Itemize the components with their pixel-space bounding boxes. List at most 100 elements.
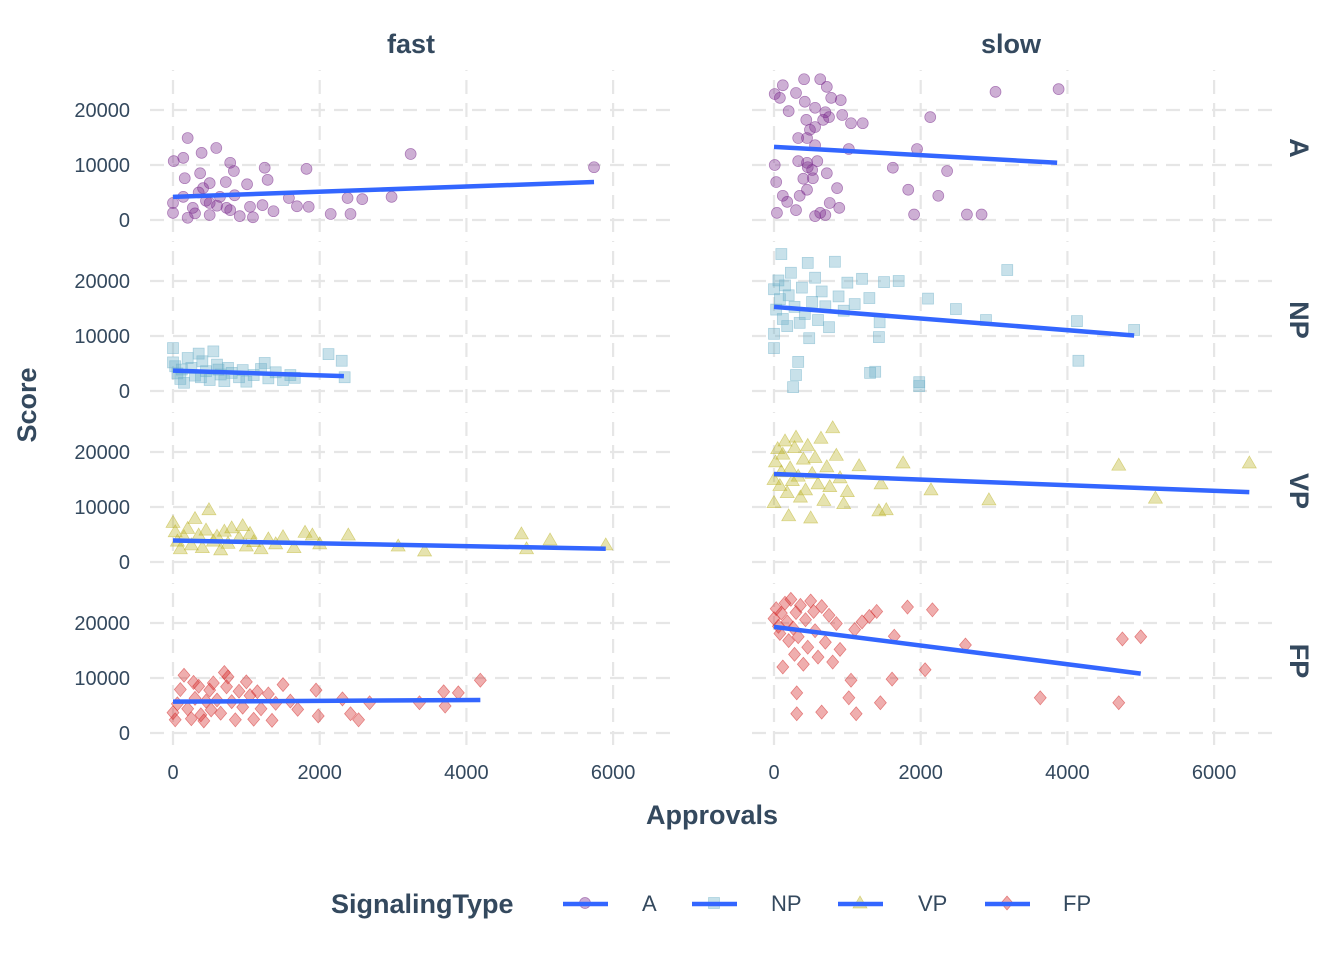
data-point-FP-slow xyxy=(796,656,810,672)
data-point-A-slow xyxy=(814,207,827,219)
data-point-FP-fast xyxy=(221,669,235,685)
legend-label-A: A xyxy=(642,891,657,916)
data-point-VP-slow xyxy=(795,451,811,465)
data-point-NP-fast xyxy=(335,354,348,367)
data-point-NP-slow xyxy=(779,279,791,292)
y-tick-label: 0 xyxy=(119,552,130,574)
data-point-FP-fast xyxy=(236,699,250,715)
data-point-VP-fast xyxy=(167,524,183,538)
data-point-FP-fast xyxy=(220,679,234,695)
y-tick-label: 20000 xyxy=(74,442,130,464)
data-point-VP-fast xyxy=(235,518,251,532)
data-point-VP-slow xyxy=(1147,490,1164,504)
y-tick-labels: 0 10000 20000 0 10000 20000 0 10000 20000 0 10000 2… xyxy=(74,100,130,745)
data-point-A-slow xyxy=(820,81,833,93)
data-point-A-fast xyxy=(256,199,269,211)
trend-line-A-slow xyxy=(773,144,1058,166)
data-point-FP-fast xyxy=(247,711,261,727)
data-point-VP-slow xyxy=(819,459,835,473)
data-point-NP-slow xyxy=(806,296,818,308)
data-point-FP-slow xyxy=(791,629,805,645)
data-point-A-slow xyxy=(932,189,945,202)
data-point-FP-slow xyxy=(925,602,939,618)
y-tick-label: 20000 xyxy=(74,613,130,635)
data-point-A-fast xyxy=(267,205,280,218)
data-point-VP-fast xyxy=(340,527,356,541)
data-point-A-fast xyxy=(385,191,398,203)
data-point-FP-slow xyxy=(784,591,798,607)
data-point-VP-fast xyxy=(213,542,229,556)
data-point-NP-fast xyxy=(207,345,220,358)
data-point-FP-fast xyxy=(291,701,305,717)
data-point-FP-slow xyxy=(918,662,932,678)
data-point-A-slow xyxy=(782,105,795,117)
data-point-A-fast xyxy=(195,147,208,159)
facet-strip-FP: FP xyxy=(1284,644,1314,679)
data-point-FP-fast xyxy=(206,675,220,691)
data-point-A-slow xyxy=(908,208,920,221)
data-point-A-fast xyxy=(341,192,354,204)
data-point-A-slow xyxy=(806,164,818,176)
data-point-VP-slow xyxy=(1111,457,1127,471)
data-point-FP-fast xyxy=(261,686,275,702)
data-point-A-slow xyxy=(798,73,810,86)
data-point-A-fast xyxy=(261,174,274,186)
data-point-FP-slow xyxy=(778,595,792,611)
data-point-FP-fast xyxy=(438,698,452,714)
data-point-NP-fast xyxy=(212,363,225,376)
data-point-NP-fast xyxy=(258,357,271,369)
data-point-A-fast xyxy=(194,167,206,180)
data-point-A-slow xyxy=(807,172,819,185)
data-point-VP-slow xyxy=(878,502,894,516)
data-point-FP-fast xyxy=(203,682,217,698)
data-point-FP-slow xyxy=(789,605,803,621)
data-point-A-fast xyxy=(244,200,256,213)
data-point-A-slow xyxy=(800,114,813,126)
data-point-VP-slow xyxy=(786,439,803,453)
y-tick-label: 10000 xyxy=(74,668,130,690)
data-point-VP-slow xyxy=(822,478,838,492)
data-point-A-slow xyxy=(809,101,821,114)
data-point-A-fast xyxy=(588,161,600,174)
data-point-A-fast xyxy=(181,211,194,224)
data-point-A-slow xyxy=(797,172,810,185)
data-point-FP-slow xyxy=(873,695,887,711)
data-point-NP-slow xyxy=(803,332,816,345)
x-tick-label: 6000 xyxy=(1192,762,1237,784)
data-point-NP-fast xyxy=(288,371,301,384)
data-point-A-fast xyxy=(224,204,237,216)
data-point-FP-fast xyxy=(451,685,465,701)
data-point-A-slow xyxy=(809,121,821,133)
data-point-VP-slow xyxy=(836,496,852,510)
data-point-A-slow xyxy=(820,167,833,180)
data-point-VP-slow xyxy=(851,458,867,472)
data-point-A-fast xyxy=(302,200,315,213)
data-point-FP-slow xyxy=(842,690,856,706)
data-point-NP-slow xyxy=(832,290,845,303)
data-point-NP-slow xyxy=(768,342,780,354)
data-point-NP-slow xyxy=(829,255,841,268)
data-point-A-slow xyxy=(801,132,813,144)
legend: SignalingType A NP VP FP xyxy=(331,889,1091,919)
data-point-VP-fast xyxy=(238,538,254,552)
data-point-A-slow xyxy=(790,87,802,99)
data-point-FP-fast xyxy=(265,712,279,728)
data-point-VP-fast xyxy=(198,522,214,536)
data-point-NP-slow xyxy=(775,248,788,260)
data-point-VP-slow xyxy=(770,441,786,455)
y-tick-label: 20000 xyxy=(74,271,130,293)
y-axis-title: Score xyxy=(12,367,42,442)
data-point-A-slow xyxy=(792,132,805,144)
facet-strip-VP: VP xyxy=(1284,473,1314,509)
y-tick-label: 0 xyxy=(119,210,130,232)
data-point-FP-fast xyxy=(184,711,198,727)
data-point-A-slow xyxy=(814,73,827,86)
data-point-FP-slow xyxy=(782,633,796,649)
data-point-FP-fast xyxy=(232,683,246,699)
data-point-NP-slow xyxy=(1071,315,1083,327)
data-point-VP-slow xyxy=(816,492,832,506)
data-point-A-slow xyxy=(836,109,849,121)
x-tick-label: 0 xyxy=(768,762,779,784)
data-point-VP-slow xyxy=(792,489,809,503)
data-point-NP-slow xyxy=(864,367,876,379)
